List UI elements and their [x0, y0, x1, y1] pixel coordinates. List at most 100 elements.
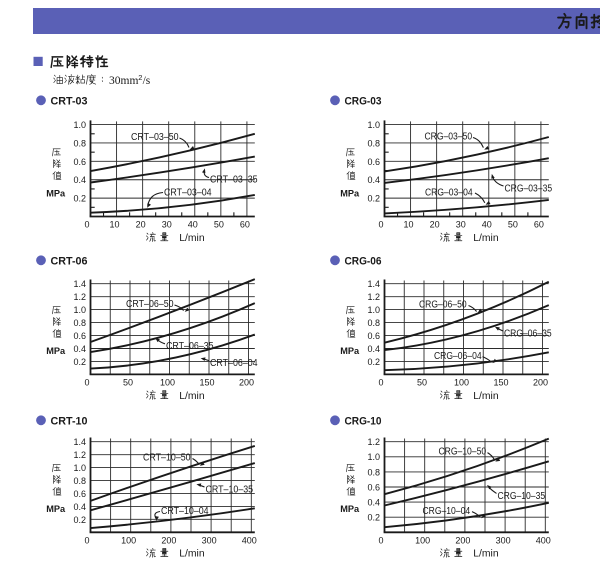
- svg-text:MPa: MPa: [46, 504, 66, 514]
- svg-text:MPa: MPa: [340, 188, 360, 198]
- svg-text:150: 150: [199, 377, 214, 387]
- svg-text:0.8: 0.8: [367, 467, 380, 477]
- svg-text:0: 0: [84, 377, 89, 387]
- svg-text:0.4: 0.4: [367, 498, 380, 508]
- svg-text:0.6: 0.6: [73, 331, 86, 341]
- svg-text:60: 60: [534, 220, 544, 230]
- svg-text:0.8: 0.8: [73, 138, 86, 148]
- svg-text:CRT–10–35: CRT–10–35: [206, 484, 254, 495]
- svg-text:1.4: 1.4: [73, 437, 86, 447]
- svg-text:300: 300: [202, 535, 217, 545]
- svg-text:150: 150: [493, 377, 508, 387]
- svg-text:0.8: 0.8: [73, 318, 86, 328]
- svg-text:1.0: 1.0: [73, 305, 86, 315]
- svg-text:0: 0: [378, 535, 383, 545]
- svg-text:1.2: 1.2: [367, 437, 380, 447]
- svg-text:0.2: 0.2: [367, 513, 380, 523]
- svg-text:CRT–06–35: CRT–06–35: [166, 341, 214, 352]
- svg-text:100: 100: [121, 535, 136, 545]
- svg-text:1.0: 1.0: [73, 463, 86, 473]
- svg-text:MPa: MPa: [46, 188, 66, 198]
- svg-text:0.2: 0.2: [73, 357, 86, 367]
- svg-text:CRG–06–04: CRG–06–04: [434, 351, 482, 362]
- svg-text:0.4: 0.4: [367, 344, 380, 354]
- svg-text:50: 50: [214, 220, 224, 230]
- svg-text:0.2: 0.2: [367, 357, 380, 367]
- svg-text:/s: /s: [143, 75, 151, 87]
- svg-text:CRT–10–50: CRT–10–50: [143, 452, 191, 463]
- svg-text:CRG-03: CRG-03: [345, 96, 382, 108]
- svg-text:CRG–06–35: CRG–06–35: [504, 328, 552, 339]
- svg-text:0.4: 0.4: [367, 175, 380, 185]
- svg-text:CRG–03–04: CRG–03–04: [425, 188, 473, 199]
- svg-text:100: 100: [415, 535, 430, 545]
- svg-text:CRG-06: CRG-06: [345, 256, 382, 268]
- svg-text:0.2: 0.2: [367, 194, 380, 204]
- svg-text:200: 200: [533, 377, 548, 387]
- svg-text:10: 10: [404, 220, 414, 230]
- svg-text:0.6: 0.6: [367, 482, 380, 492]
- svg-text:0.4: 0.4: [73, 344, 86, 354]
- svg-text:50: 50: [417, 377, 427, 387]
- svg-text:CRT–06–04: CRT–06–04: [210, 358, 258, 369]
- svg-text:CRT–03–50: CRT–03–50: [131, 132, 179, 143]
- svg-text:0.8: 0.8: [73, 476, 86, 486]
- svg-text:200: 200: [455, 535, 470, 545]
- svg-text:1.0: 1.0: [367, 452, 380, 462]
- svg-text:1.0: 1.0: [367, 305, 380, 315]
- svg-text:1.4: 1.4: [73, 279, 86, 289]
- svg-text:60: 60: [240, 220, 250, 230]
- svg-text:1.2: 1.2: [367, 292, 380, 302]
- svg-text:0: 0: [84, 535, 89, 545]
- svg-text:0.6: 0.6: [73, 157, 86, 167]
- svg-text:20: 20: [136, 220, 146, 230]
- svg-text:CRT–03–35: CRT–03–35: [210, 174, 258, 185]
- svg-text:CRG–06–50: CRG–06–50: [419, 299, 467, 310]
- svg-text:10: 10: [110, 220, 120, 230]
- svg-text:200: 200: [239, 377, 254, 387]
- svg-text:CRG–10–04: CRG–10–04: [423, 506, 471, 517]
- svg-text:400: 400: [536, 535, 551, 545]
- svg-text:0: 0: [378, 220, 383, 230]
- svg-text:0.4: 0.4: [73, 175, 86, 185]
- svg-text:CRT–03–04: CRT–03–04: [164, 188, 212, 199]
- svg-text:CRG–03–35: CRG–03–35: [505, 183, 553, 194]
- svg-text:1.0: 1.0: [73, 120, 86, 130]
- svg-text:CRG–10–50: CRG–10–50: [439, 447, 487, 458]
- svg-text:0: 0: [378, 377, 383, 387]
- svg-text:L/min: L/min: [473, 233, 499, 244]
- svg-text:40: 40: [482, 220, 492, 230]
- svg-text:L/min: L/min: [179, 391, 205, 402]
- svg-text:1.4: 1.4: [367, 279, 380, 289]
- svg-text:2: 2: [138, 73, 142, 82]
- svg-text:30mm: 30mm: [109, 75, 138, 87]
- svg-text:0.8: 0.8: [367, 318, 380, 328]
- svg-text:0.6: 0.6: [73, 489, 86, 499]
- svg-text:0.6: 0.6: [367, 157, 380, 167]
- svg-text:CRT-10: CRT-10: [51, 416, 88, 428]
- svg-text:CRT–10–04: CRT–10–04: [161, 506, 209, 517]
- svg-text:L/min: L/min: [179, 233, 205, 244]
- svg-text:0.4: 0.4: [73, 502, 86, 512]
- svg-text:300: 300: [496, 535, 511, 545]
- svg-text:CRG–10–35: CRG–10–35: [498, 491, 546, 502]
- svg-text:0.2: 0.2: [73, 515, 86, 525]
- svg-text:1.0: 1.0: [367, 120, 380, 130]
- svg-text:CRT-03: CRT-03: [51, 96, 88, 108]
- svg-text:400: 400: [242, 535, 257, 545]
- svg-text:200: 200: [161, 535, 176, 545]
- svg-text:50: 50: [508, 220, 518, 230]
- svg-text:L/min: L/min: [473, 391, 499, 402]
- svg-text:L/min: L/min: [179, 549, 205, 560]
- svg-text:1.2: 1.2: [73, 450, 86, 460]
- svg-text:0: 0: [84, 220, 89, 230]
- svg-text:40: 40: [188, 220, 198, 230]
- svg-text:1.2: 1.2: [73, 292, 86, 302]
- svg-text:CRG–03–50: CRG–03–50: [425, 131, 473, 142]
- svg-text:100: 100: [160, 377, 175, 387]
- svg-text:30: 30: [456, 220, 466, 230]
- svg-text:100: 100: [454, 377, 469, 387]
- svg-text:20: 20: [430, 220, 440, 230]
- svg-text:0.6: 0.6: [367, 331, 380, 341]
- svg-text:L/min: L/min: [473, 549, 499, 560]
